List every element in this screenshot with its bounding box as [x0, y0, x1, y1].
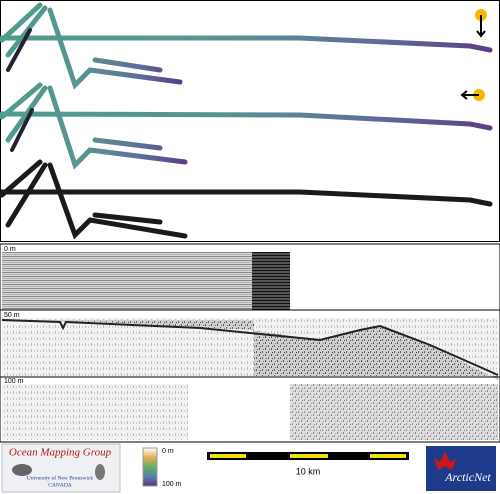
footer: Ocean Mapping Group University of New Br…: [1, 443, 496, 493]
tracks: [0, 2, 493, 240]
logo-line: University of New Brunswick: [27, 474, 93, 481]
sun-icon: [460, 9, 487, 101]
depth-label: 0 m: [4, 246, 16, 253]
depth-label: 50 m: [4, 312, 20, 319]
profile-panel: 0 m 50 m 100 m: [0, 243, 500, 443]
scale-bottom: 100 m: [162, 481, 182, 488]
partner-logo: ArcticNet: [444, 470, 491, 484]
logo-title: Ocean Mapping Group: [9, 447, 112, 459]
scale-top: 0 m: [162, 448, 174, 455]
depth-label: 100 m: [4, 378, 24, 385]
scale-label: 10 km: [296, 466, 321, 476]
logo-line: CANADA: [48, 482, 72, 488]
